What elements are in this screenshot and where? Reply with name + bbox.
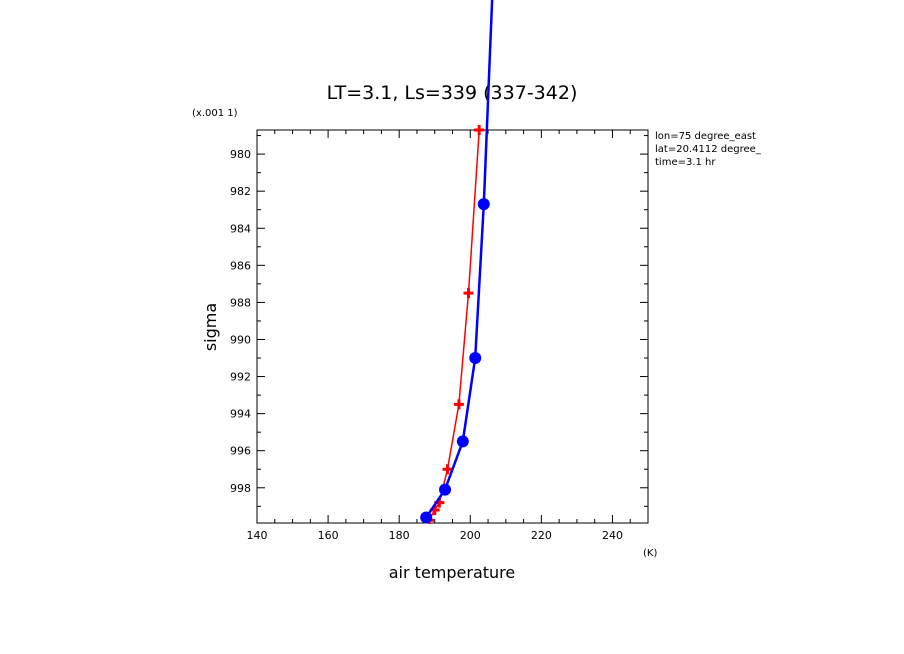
chart-title: LT=3.1, Ls=339 (337-342) — [327, 82, 578, 104]
x-tick-label: 160 — [318, 529, 339, 542]
series-1-point — [463, 288, 474, 299]
y-tick-label: 980 — [230, 148, 251, 161]
series-2-point — [477, 198, 490, 211]
x-tick-label: 200 — [460, 529, 481, 542]
y-axis-label: sigma — [201, 303, 220, 351]
y-tick-label: 988 — [230, 296, 251, 309]
y-tick-label: 994 — [230, 408, 251, 421]
x-tick-label: 140 — [247, 529, 268, 542]
y-tick-label: 984 — [230, 222, 251, 235]
annotation-lon: lon=75 degree_east — [655, 131, 756, 142]
series-2-point — [439, 483, 452, 496]
y-tick-label: 996 — [230, 445, 251, 458]
x-unit-label: (K) — [643, 548, 657, 559]
series-2-point — [456, 435, 469, 448]
x-tick-label: 180 — [389, 529, 410, 542]
y-scale-label: (x.001 1) — [192, 108, 238, 119]
series-2-point — [420, 511, 433, 524]
series-1-point — [453, 399, 464, 410]
series-2-point — [469, 352, 482, 365]
y-tick-label: 982 — [230, 185, 251, 198]
x-tick-label: 220 — [531, 529, 552, 542]
series-1-point — [474, 125, 485, 135]
annotation-lat: lat=20.4112 degree_ — [655, 144, 762, 155]
y-tick-label: 992 — [230, 371, 251, 384]
x-axis-label: air temperature — [389, 563, 515, 582]
series-1-point — [442, 464, 453, 475]
y-tick-label: 986 — [230, 259, 251, 272]
plot-frame — [256, 129, 649, 524]
axis-ticks: 140 160 180 200 220 240 980 982 984 986 988 990 992 9… — [230, 130, 649, 542]
series-layer — [420, 0, 494, 524]
annotation-time: time=3.1 hr — [655, 157, 716, 168]
y-tick-label: 998 — [230, 482, 251, 495]
x-tick-label: 240 — [602, 529, 623, 542]
y-tick-label: 990 — [230, 333, 251, 346]
